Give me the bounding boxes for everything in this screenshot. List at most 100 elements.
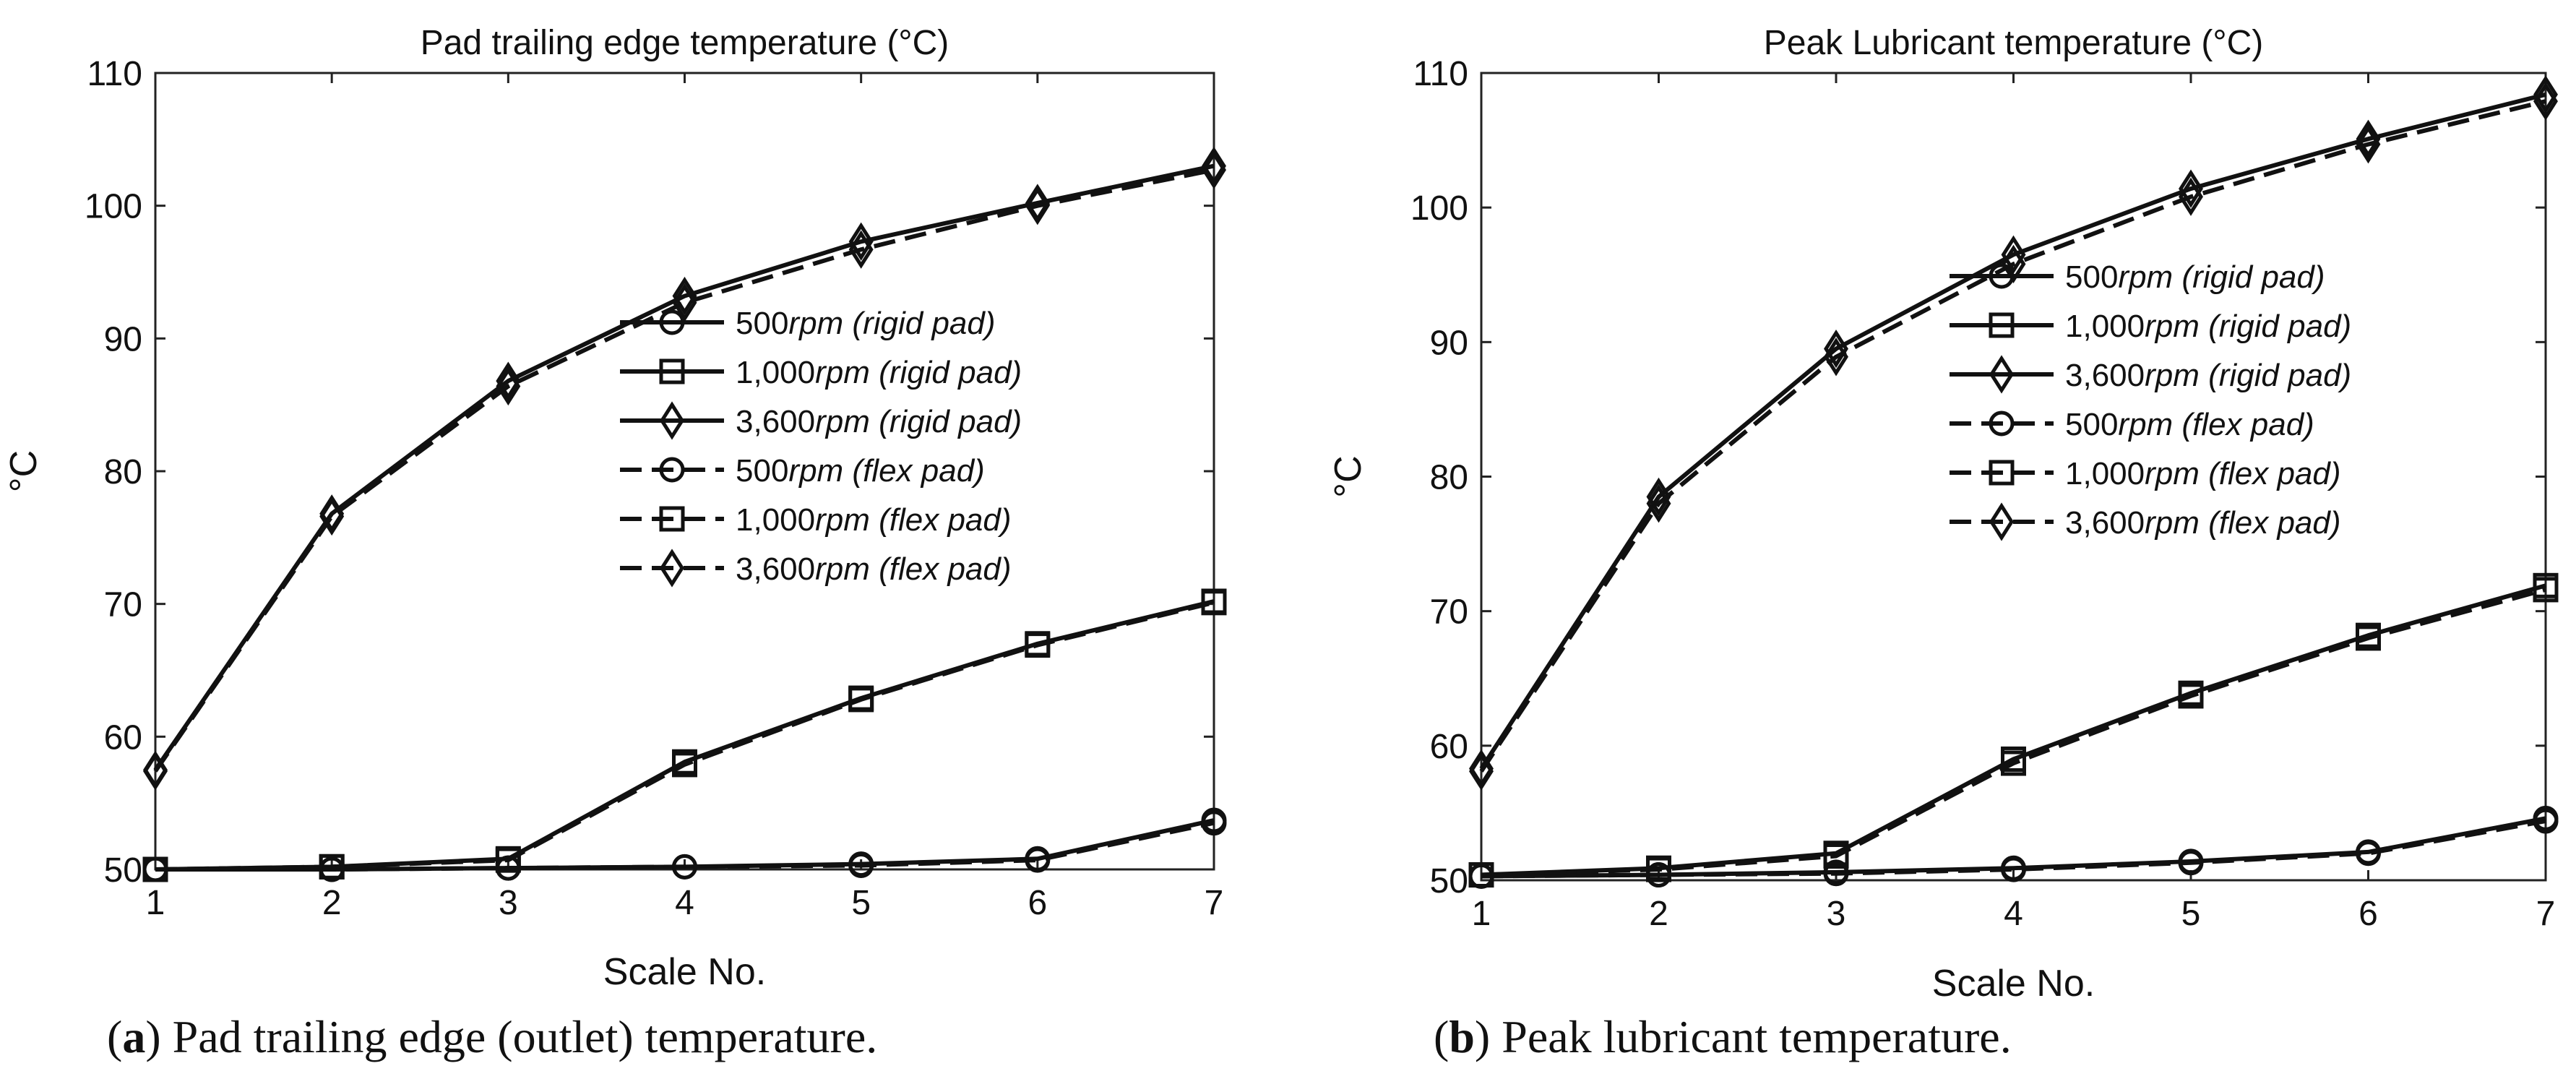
series-line bbox=[155, 820, 1215, 872]
legend-entry-3-600rpm-rigid-pad: 3,600rpm (rigid pad) bbox=[620, 401, 1022, 440]
x-tick-label: 3 bbox=[499, 884, 518, 922]
legend-label: 3,600rpm (rigid pad) bbox=[2065, 358, 2351, 393]
series-1-000rpm-rigid-pad bbox=[142, 588, 1227, 882]
y-tick-label: 90 bbox=[104, 320, 142, 358]
data-point-circle bbox=[1201, 810, 1227, 836]
y-tick-label: 50 bbox=[104, 851, 142, 890]
legend-label: 1,000rpm (rigid pad) bbox=[736, 355, 1022, 390]
x-tick-label: 7 bbox=[1205, 884, 1224, 922]
y-tick-label: 50 bbox=[1430, 862, 1468, 900]
series-3-600rpm-flex-pad bbox=[1469, 82, 2558, 791]
series-line bbox=[153, 168, 1215, 773]
series-1-000rpm-rigid-pad bbox=[1468, 572, 2559, 888]
data-point-diamond bbox=[2356, 119, 2381, 158]
data-point-circle bbox=[2533, 808, 2559, 834]
x-tick-label: 2 bbox=[322, 884, 342, 922]
legend-marker-diamond bbox=[1989, 355, 2014, 394]
series-1-000rpm-flex-pad bbox=[142, 590, 1227, 882]
x-tick-label: 1 bbox=[146, 884, 165, 922]
legend-entry-500rpm-flex-pad: 500rpm (flex pad) bbox=[620, 453, 985, 489]
data-point-diamond bbox=[496, 361, 521, 400]
x-tick-label: 1 bbox=[1472, 895, 1491, 933]
series-line bbox=[1481, 583, 2546, 877]
legend-marker-circle bbox=[1989, 410, 2015, 437]
data-point-diamond bbox=[848, 222, 874, 261]
x-tick-label: 5 bbox=[851, 884, 871, 922]
caption-a: (a) Pad trailing edge (outlet) temperatu… bbox=[107, 1011, 878, 1062]
data-point-circle bbox=[2356, 841, 2381, 867]
y-tick-label: 110 bbox=[87, 55, 142, 93]
data-point-diamond bbox=[1824, 329, 1848, 369]
legend-entry-500rpm-flex-pad: 500rpm (flex pad) bbox=[1950, 407, 2314, 442]
y-tick-label: 70 bbox=[104, 586, 142, 624]
data-point-square bbox=[2356, 625, 2381, 651]
data-point-square bbox=[1201, 590, 1227, 616]
data-point-diamond bbox=[2179, 177, 2203, 216]
series-line bbox=[1481, 819, 2546, 879]
data-point-diamond bbox=[496, 366, 521, 406]
data-point-diamond bbox=[2001, 235, 2026, 274]
legend-label: 500rpm (flex pad) bbox=[2065, 407, 2314, 442]
data-point-circle bbox=[2001, 856, 2026, 882]
data-point-square bbox=[672, 752, 697, 778]
data-point-diamond bbox=[1202, 150, 1226, 189]
legend-marker-square bbox=[659, 506, 685, 532]
legend-marker-circle bbox=[659, 457, 685, 483]
legend-entry-500rpm-rigid-pad: 500rpm (rigid pad) bbox=[1950, 259, 2325, 295]
x-axis-label: Scale No. bbox=[1932, 963, 2095, 1005]
legend-marker-square bbox=[1989, 312, 2015, 338]
legend-marker-diamond bbox=[660, 549, 684, 588]
legend-entry-3-600rpm-flex-pad: 3,600rpm (flex pad) bbox=[1950, 502, 2341, 541]
chart-pad-trailing-edge-temperature: Pad trailing edge temperature (°C) 1 2 3 4 5 6… bbox=[3, 24, 1227, 993]
data-point-diamond bbox=[1824, 338, 1848, 377]
data-point-square bbox=[2178, 683, 2204, 709]
chart-peak-lubricant-temperature: Peak Lubricant temperature (°C) 1 2 3 4 5 6 7 50… bbox=[1327, 24, 2559, 1005]
legend-entry-1-000rpm-rigid-pad: 1,000rpm (rigid pad) bbox=[1950, 309, 2351, 344]
x-tick-label: 6 bbox=[1028, 884, 1047, 922]
legend-marker-square bbox=[659, 358, 685, 384]
data-point-circle bbox=[1823, 861, 1849, 887]
legend-marker-circle bbox=[659, 309, 685, 335]
data-point-diamond bbox=[1469, 752, 1494, 791]
data-point-diamond bbox=[1646, 484, 1671, 523]
x-tick-label: 6 bbox=[2359, 895, 2378, 933]
legend-entry-500rpm-rigid-pad: 500rpm (rigid pad) bbox=[620, 306, 996, 341]
data-point-diamond bbox=[2356, 125, 2381, 164]
data-point-diamond bbox=[1202, 146, 1226, 186]
data-point-diamond bbox=[143, 752, 168, 791]
y-tick-label: 80 bbox=[1430, 459, 1468, 497]
legend-label: 500rpm (flex pad) bbox=[736, 453, 985, 489]
legend-entry-1-000rpm-flex-pad: 1,000rpm (flex pad) bbox=[620, 502, 1012, 538]
chart-title: Peak Lubricant temperature (°C) bbox=[1764, 24, 2264, 62]
y-tick-label: 100 bbox=[1410, 189, 1468, 228]
data-point-square bbox=[319, 854, 345, 880]
y-axis-label: °C bbox=[3, 450, 45, 492]
series-line bbox=[155, 600, 1215, 872]
chart-title: Pad trailing edge temperature (°C) bbox=[421, 24, 949, 62]
legend-label: 3,600rpm (flex pad) bbox=[736, 551, 1012, 587]
series-line bbox=[153, 163, 1215, 771]
data-point-square bbox=[2001, 750, 2026, 776]
data-point-circle bbox=[672, 854, 697, 880]
data-point-diamond bbox=[1646, 477, 1671, 517]
legend-label: 1,000rpm (flex pad) bbox=[736, 502, 1012, 538]
y-tick-label: 100 bbox=[85, 188, 142, 226]
x-tick-label: 3 bbox=[1827, 895, 1846, 933]
legend-label: 3,600rpm (flex pad) bbox=[2065, 505, 2341, 541]
x-tick-label: 4 bbox=[675, 884, 694, 922]
series-line bbox=[1481, 587, 2546, 877]
y-axis-label: °C bbox=[1327, 455, 1369, 497]
series-3-600rpm-flex-pad bbox=[143, 150, 1226, 791]
legend-entry-3-600rpm-rigid-pad: 3,600rpm (rigid pad) bbox=[1950, 355, 2351, 394]
x-tick-label: 2 bbox=[1649, 895, 1668, 933]
legend: 500rpm (rigid pad) 1,000rpm (rigid pad) 3,… bbox=[1950, 259, 2351, 541]
y-tick-label: 80 bbox=[104, 453, 142, 491]
x-tick-label: 4 bbox=[2004, 895, 2023, 933]
legend-entry-1-000rpm-flex-pad: 1,000rpm (flex pad) bbox=[1950, 456, 2341, 491]
legend-label: 1,000rpm (rigid pad) bbox=[2065, 309, 2351, 344]
x-axis-label: Scale No. bbox=[603, 951, 766, 993]
series-line bbox=[1479, 99, 2546, 773]
data-point-square bbox=[495, 847, 521, 873]
legend-marker-diamond bbox=[660, 401, 684, 440]
data-point-square bbox=[1823, 843, 1849, 869]
